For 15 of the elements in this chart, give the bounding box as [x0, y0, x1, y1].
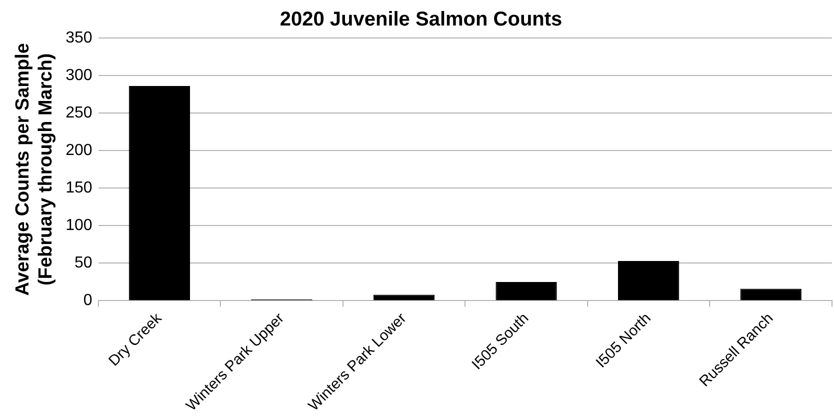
chart-title: 2020 Juvenile Salmon Counts [280, 8, 562, 31]
y-tick-label: 50 [74, 254, 92, 272]
y-tick-label: 150 [66, 180, 92, 197]
bar [740, 288, 802, 300]
bar [496, 282, 557, 300]
bar [618, 260, 680, 300]
y-tick-label: 0 [83, 292, 92, 310]
y-tick-label: 350 [66, 29, 92, 46]
bar [373, 294, 435, 300]
y-axis-title: Average Counts per Sample (February through March) [12, 43, 56, 296]
y-tick-label: 250 [66, 104, 92, 122]
y-tick-label: 100 [66, 217, 92, 234]
y-tick-label: 300 [66, 66, 92, 84]
bar [128, 86, 190, 300]
y-tick-label: 200 [66, 142, 92, 160]
